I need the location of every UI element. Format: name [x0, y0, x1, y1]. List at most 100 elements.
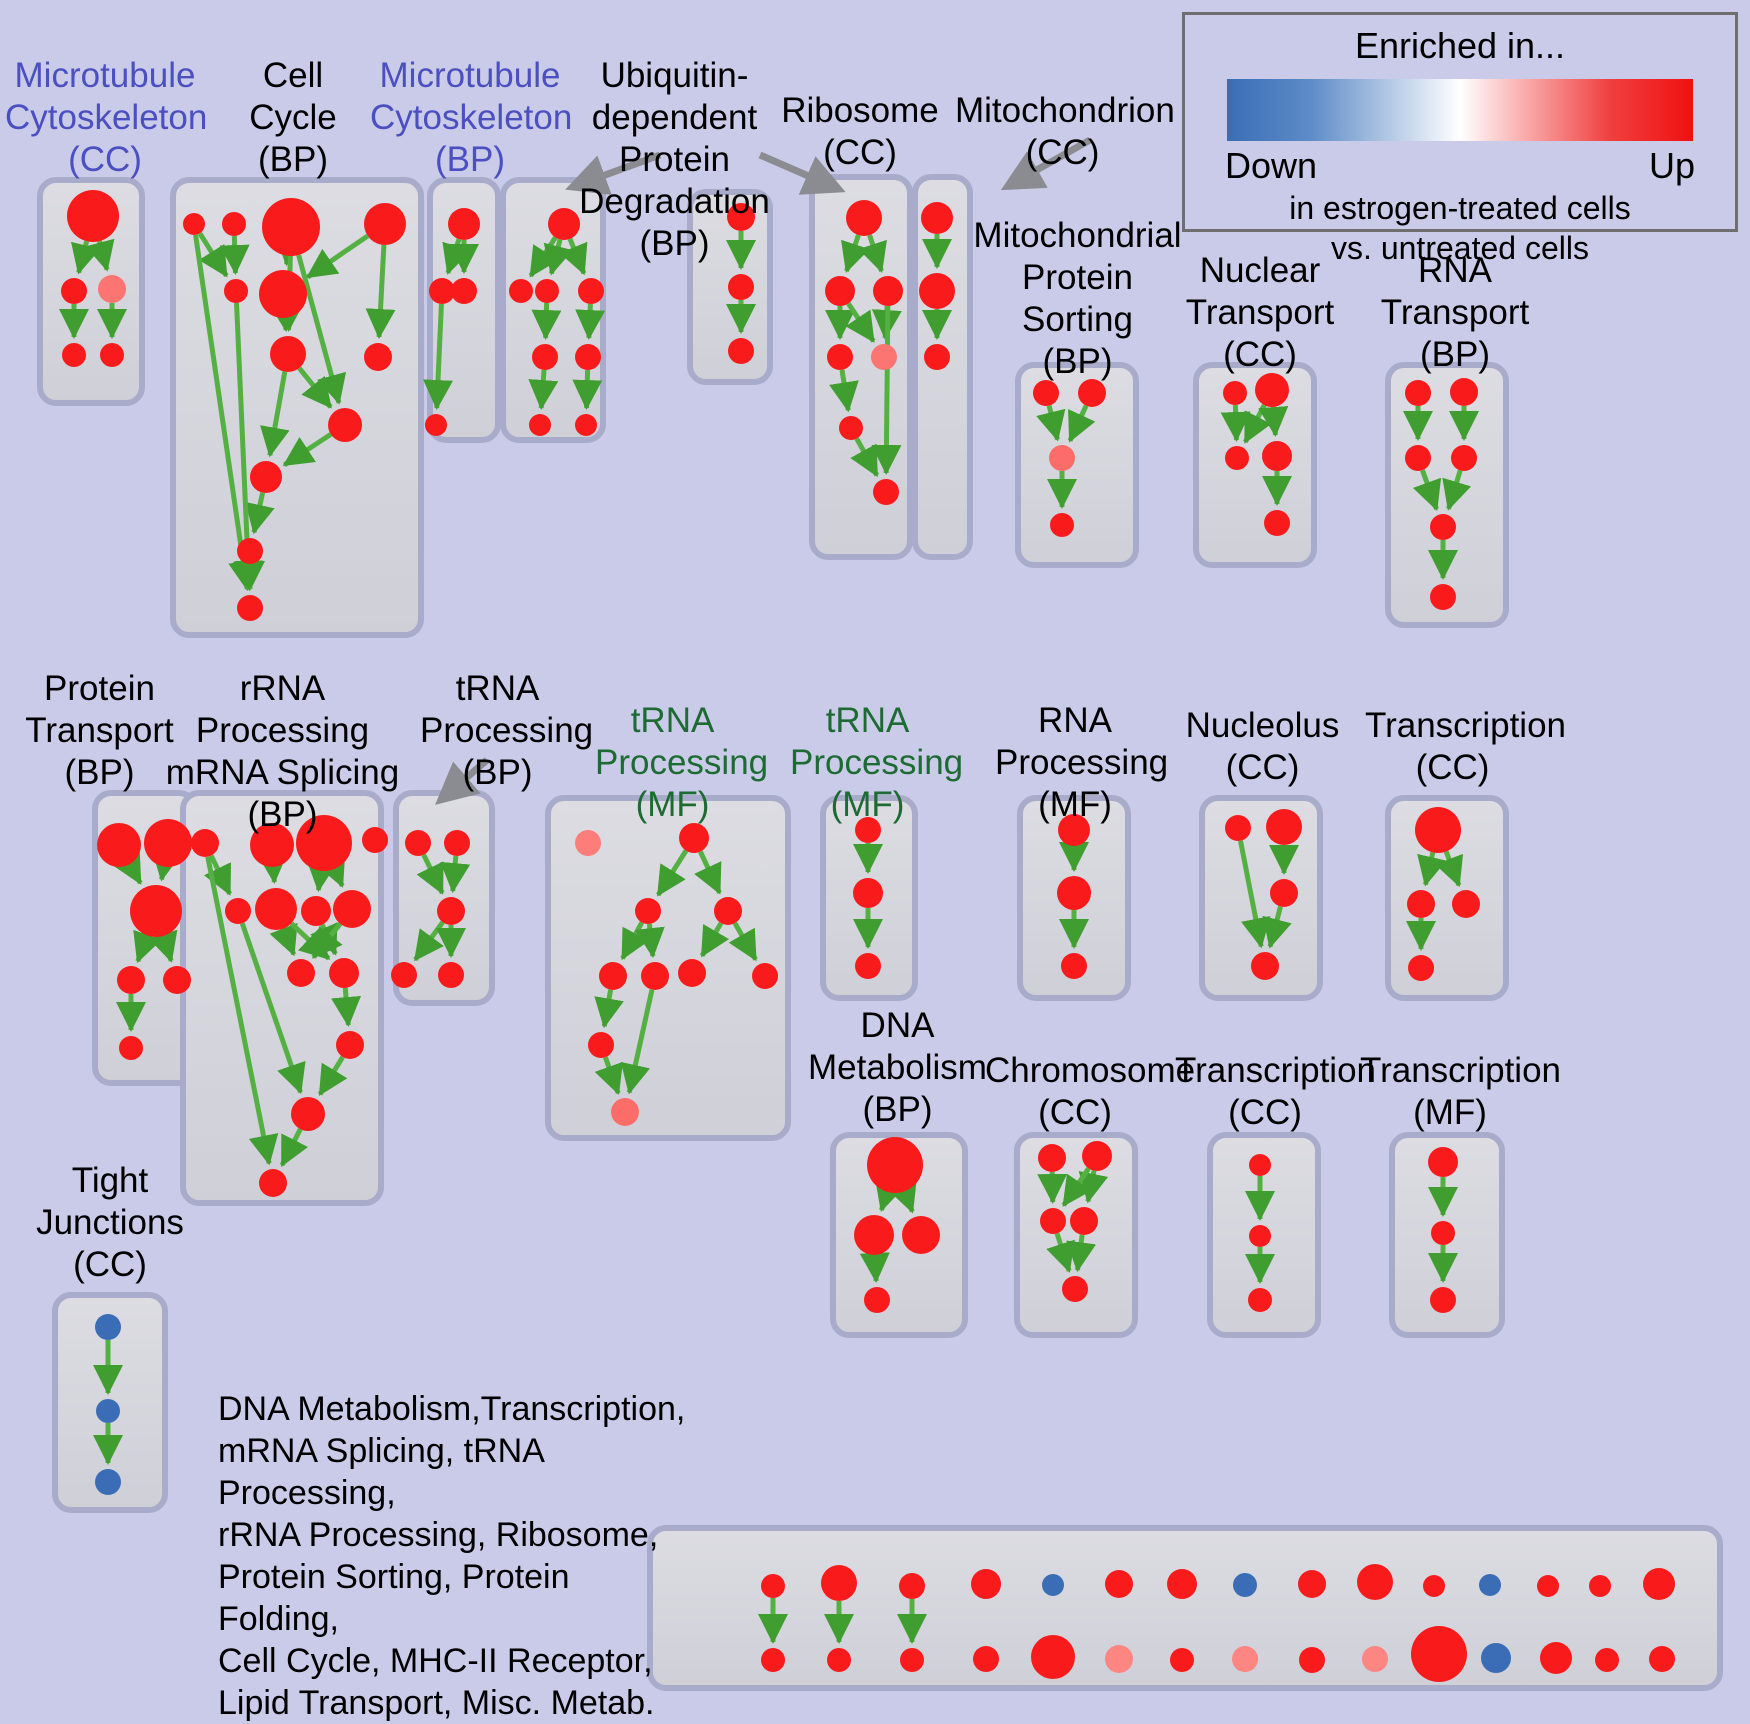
- network-node[interactable]: [854, 1215, 894, 1255]
- network-node[interactable]: [1299, 1647, 1325, 1673]
- network-node[interactable]: [237, 595, 263, 621]
- network-node[interactable]: [259, 270, 307, 318]
- network-node[interactable]: [1078, 379, 1106, 407]
- network-node[interactable]: [1428, 1147, 1458, 1177]
- network-node[interactable]: [1033, 380, 1059, 406]
- network-node[interactable]: [117, 966, 145, 994]
- network-node[interactable]: [95, 1314, 121, 1340]
- network-node[interactable]: [902, 1216, 940, 1254]
- network-node[interactable]: [1062, 1276, 1088, 1302]
- network-node[interactable]: [1040, 1208, 1066, 1234]
- network-node[interactable]: [1407, 890, 1435, 918]
- network-node[interactable]: [1249, 1154, 1271, 1176]
- network-node[interactable]: [1223, 381, 1247, 405]
- network-node[interactable]: [438, 962, 464, 988]
- network-node[interactable]: [827, 344, 853, 370]
- network-node[interactable]: [599, 962, 627, 990]
- network-node[interactable]: [971, 1569, 1001, 1599]
- network-node[interactable]: [301, 896, 331, 926]
- network-node[interactable]: [237, 538, 263, 564]
- network-node[interactable]: [262, 198, 320, 256]
- network-node[interactable]: [821, 1565, 857, 1601]
- network-node[interactable]: [1595, 1648, 1619, 1672]
- network-node[interactable]: [1248, 1288, 1272, 1312]
- network-node[interactable]: [578, 278, 604, 304]
- network-node[interactable]: [364, 203, 406, 245]
- network-node[interactable]: [1362, 1646, 1388, 1672]
- network-node[interactable]: [448, 208, 480, 240]
- network-node[interactable]: [163, 966, 191, 994]
- network-node[interactable]: [761, 1648, 785, 1672]
- network-node[interactable]: [1061, 953, 1087, 979]
- network-node[interactable]: [1540, 1642, 1572, 1674]
- network-node[interactable]: [728, 274, 754, 300]
- network-node[interactable]: [839, 416, 863, 440]
- network-node[interactable]: [532, 344, 558, 370]
- network-node[interactable]: [98, 275, 126, 303]
- network-node[interactable]: [855, 953, 881, 979]
- network-node[interactable]: [291, 1097, 325, 1131]
- network-node[interactable]: [1233, 1573, 1257, 1597]
- network-node[interactable]: [250, 461, 282, 493]
- network-node[interactable]: [1105, 1570, 1133, 1598]
- network-node[interactable]: [864, 1287, 890, 1313]
- network-node[interactable]: [1262, 441, 1292, 471]
- network-node[interactable]: [336, 1031, 364, 1059]
- network-node[interactable]: [100, 343, 124, 367]
- network-node[interactable]: [1537, 1575, 1559, 1597]
- network-node[interactable]: [119, 1036, 143, 1060]
- network-node[interactable]: [444, 830, 470, 856]
- network-node[interactable]: [509, 279, 533, 303]
- network-node[interactable]: [635, 898, 661, 924]
- network-node[interactable]: [1070, 1207, 1098, 1235]
- network-node[interactable]: [714, 897, 742, 925]
- network-node[interactable]: [328, 408, 362, 442]
- network-node[interactable]: [1357, 1564, 1393, 1600]
- network-node[interactable]: [1264, 510, 1290, 536]
- network-node[interactable]: [529, 414, 551, 436]
- network-node[interactable]: [391, 962, 417, 988]
- network-node[interactable]: [678, 959, 706, 987]
- network-node[interactable]: [1408, 955, 1434, 981]
- network-node[interactable]: [1225, 446, 1249, 470]
- network-node[interactable]: [1170, 1648, 1194, 1672]
- network-node[interactable]: [270, 336, 306, 372]
- network-node[interactable]: [871, 344, 897, 370]
- network-node[interactable]: [255, 888, 297, 930]
- network-node[interactable]: [1405, 445, 1431, 471]
- network-node[interactable]: [62, 343, 86, 367]
- network-node[interactable]: [1251, 952, 1279, 980]
- network-node[interactable]: [130, 885, 182, 937]
- network-node[interactable]: [259, 1169, 287, 1197]
- network-node[interactable]: [1411, 1626, 1467, 1682]
- network-node[interactable]: [1649, 1646, 1675, 1672]
- network-node[interactable]: [873, 479, 899, 505]
- network-node[interactable]: [1270, 879, 1298, 907]
- network-node[interactable]: [1249, 1225, 1271, 1247]
- network-node[interactable]: [1430, 514, 1456, 540]
- network-node[interactable]: [1481, 1643, 1511, 1673]
- network-node[interactable]: [1105, 1645, 1133, 1673]
- network-node[interactable]: [1050, 513, 1074, 537]
- network-node[interactable]: [1405, 380, 1431, 406]
- network-node[interactable]: [867, 1137, 923, 1193]
- network-node[interactable]: [535, 279, 559, 303]
- network-node[interactable]: [61, 278, 87, 304]
- network-node[interactable]: [1450, 378, 1478, 406]
- network-node[interactable]: [1589, 1575, 1611, 1597]
- network-node[interactable]: [1643, 1568, 1675, 1600]
- network-node[interactable]: [919, 273, 955, 309]
- network-node[interactable]: [97, 823, 141, 867]
- network-node[interactable]: [873, 276, 903, 306]
- network-node[interactable]: [1042, 1574, 1064, 1596]
- network-node[interactable]: [588, 1032, 614, 1058]
- network-node[interactable]: [451, 278, 477, 304]
- network-node[interactable]: [846, 200, 882, 236]
- network-node[interactable]: [575, 344, 601, 370]
- network-node[interactable]: [96, 1399, 120, 1423]
- network-node[interactable]: [224, 279, 248, 303]
- network-node[interactable]: [287, 959, 315, 987]
- network-node[interactable]: [899, 1573, 925, 1599]
- network-node[interactable]: [364, 343, 392, 371]
- network-node[interactable]: [1431, 1221, 1455, 1245]
